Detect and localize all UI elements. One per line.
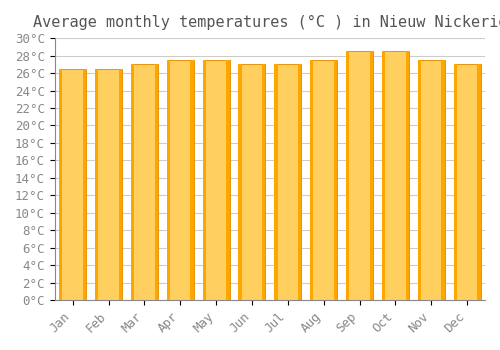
Bar — [118, 69, 122, 300]
Bar — [95, 69, 98, 300]
Bar — [167, 60, 194, 300]
Bar — [418, 60, 444, 300]
Bar — [202, 60, 206, 300]
Bar — [370, 51, 373, 300]
Title: Average monthly temperatures (°C ) in Nieuw Nickerie: Average monthly temperatures (°C ) in Ni… — [32, 15, 500, 30]
Bar — [59, 69, 86, 300]
Bar — [382, 51, 409, 300]
Bar — [454, 64, 480, 300]
Bar — [226, 60, 230, 300]
Bar — [310, 60, 337, 300]
Bar — [131, 64, 158, 300]
Bar — [238, 64, 266, 300]
Bar — [418, 60, 421, 300]
Bar — [346, 51, 350, 300]
Bar — [154, 64, 158, 300]
Bar — [190, 60, 194, 300]
Bar — [478, 64, 480, 300]
Bar — [442, 60, 444, 300]
Bar — [131, 64, 134, 300]
Bar — [454, 64, 457, 300]
Bar — [346, 51, 373, 300]
Bar — [406, 51, 409, 300]
Bar — [382, 51, 385, 300]
Bar — [238, 64, 242, 300]
Bar — [274, 64, 301, 300]
Bar — [59, 69, 62, 300]
Bar — [167, 60, 170, 300]
Bar — [274, 64, 278, 300]
Bar — [334, 60, 337, 300]
Bar — [298, 64, 301, 300]
Bar — [310, 60, 314, 300]
Bar — [262, 64, 266, 300]
Bar — [202, 60, 230, 300]
Bar — [83, 69, 86, 300]
Bar — [95, 69, 122, 300]
